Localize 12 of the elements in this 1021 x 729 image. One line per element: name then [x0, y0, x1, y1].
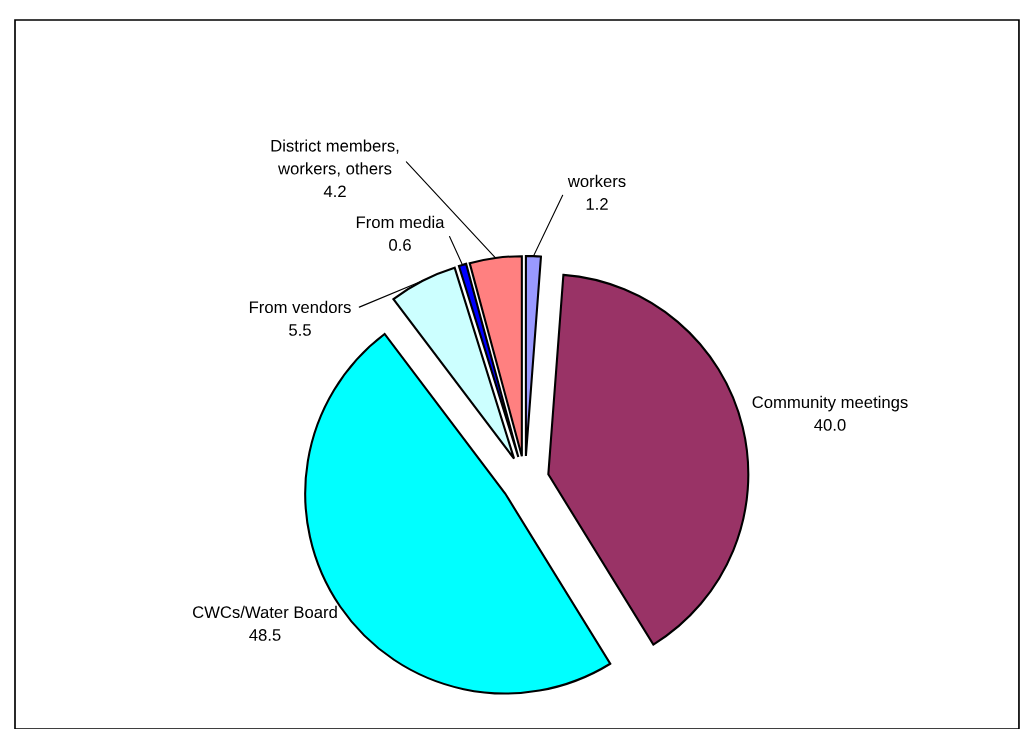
slice-label: From vendors [249, 300, 351, 314]
slice-label: CWCs/Water Board [193, 605, 337, 619]
slice-label: From media [356, 215, 445, 229]
data-label: 5.5 [289, 324, 311, 336]
data-label: 4.2 [323, 185, 346, 198]
slice-label: District members, workers, others [271, 139, 399, 177]
data-label: 48.5 [249, 629, 281, 641]
slice-label: Community meetings [752, 395, 908, 412]
data-label: 1.2 [586, 198, 608, 210]
data-label: 0.6 [389, 239, 411, 251]
data-label: 40.0 [814, 419, 846, 431]
slice-label: workers [567, 174, 626, 188]
